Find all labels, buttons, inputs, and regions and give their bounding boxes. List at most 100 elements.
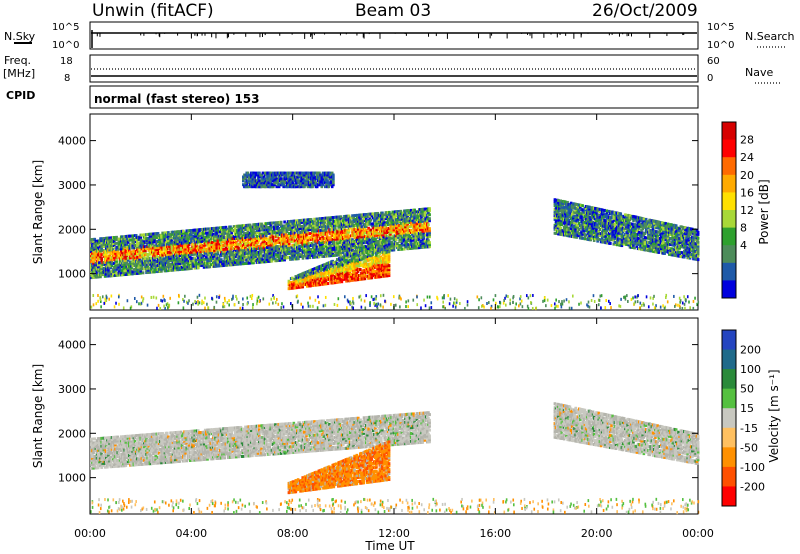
heatmap-cell (172, 260, 176, 264)
heatmap-cell (139, 241, 143, 245)
heatmap-cell (153, 258, 156, 262)
heatmap-cell (107, 272, 110, 276)
heatmap-cell (148, 240, 152, 244)
heatmap-cell (138, 265, 141, 269)
heatmap-cell (167, 265, 170, 269)
heatmap-cell (331, 216, 335, 220)
heatmap-cell (115, 259, 118, 263)
heatmap-cell (160, 257, 163, 261)
heatmap-cell (104, 268, 108, 272)
heatmap-cell (171, 242, 175, 246)
heatmap-cell (174, 244, 177, 248)
heatmap-cell (165, 243, 169, 247)
heatmap-cell (144, 259, 147, 263)
heatmap-cell (115, 235, 118, 239)
heatmap-cell (182, 261, 185, 265)
heatmap-cell (139, 263, 143, 267)
heatmap-cell (114, 241, 117, 245)
heatmap-cell (122, 245, 125, 249)
heatmap-cell (286, 256, 290, 260)
heatmap-cell (144, 251, 147, 255)
heatmap-cell (131, 236, 135, 240)
heatmap-cell (142, 237, 146, 241)
heatmap-cell (123, 261, 126, 265)
heatmap-cell (163, 239, 167, 243)
heatmap-cell (123, 265, 126, 269)
nsky-label: N.Sky (4, 30, 36, 43)
heatmap-cell (100, 253, 103, 257)
heatmap-cell (103, 270, 107, 274)
heatmap-cell (178, 254, 182, 258)
heatmap-cell (110, 264, 114, 268)
heatmap-cell (149, 246, 153, 250)
heatmap-cell (335, 258, 339, 262)
heatmap-cell (133, 262, 137, 266)
heatmap-cell (139, 239, 143, 243)
heatmap-cell (279, 220, 283, 224)
heatmap-cell (122, 271, 125, 275)
heatmap-cell (174, 230, 177, 234)
heatmap-cell (140, 255, 144, 259)
heatmap-cell (100, 267, 103, 271)
heatmap-cell (190, 246, 193, 250)
heatmap-cell (132, 248, 136, 252)
heatmap-cell (191, 260, 194, 264)
heatmap-cell (127, 266, 131, 270)
heatmap-cell (161, 253, 164, 257)
heatmap-cell (167, 269, 170, 273)
heatmap-cell (168, 232, 171, 236)
heatmap-cell (147, 238, 151, 242)
heatmap-cell (140, 265, 144, 269)
heatmap-cell (100, 257, 103, 261)
heatmap-cell (160, 269, 163, 273)
heatmap-cell (179, 259, 183, 263)
heatmap-cell (117, 251, 121, 255)
heatmap-cell (190, 240, 193, 244)
heatmap-cell (110, 260, 114, 264)
heatmap-cell (142, 255, 146, 259)
heatmap-cell (104, 272, 108, 276)
heatmap-cell (99, 275, 102, 279)
heatmap-cell (150, 242, 154, 246)
heatmap-cell (92, 259, 95, 263)
heatmap-cell (177, 244, 181, 248)
heatmap-cell (160, 237, 163, 241)
heatmap-cell (142, 239, 146, 243)
heatmap-cell (156, 252, 160, 256)
heatmap-cell (163, 231, 167, 235)
heatmap-cell (93, 253, 97, 257)
heatmap-cell (155, 236, 159, 240)
heatmap-cell (160, 249, 163, 253)
heatmap-cell (190, 256, 193, 260)
heatmap-cell (104, 254, 108, 258)
heatmap-cell (126, 240, 130, 244)
heatmap-cell (153, 270, 156, 274)
heatmap-cell (408, 234, 412, 238)
heatmap-cell (149, 268, 153, 272)
heatmap-cell (160, 233, 163, 237)
heatmap-cell (106, 264, 109, 268)
heatmap-cell (122, 249, 125, 253)
heatmap-cell (179, 239, 183, 243)
heatmap-cell (178, 263, 182, 267)
heatmap-cell (164, 267, 168, 271)
heatmap-cell (99, 263, 102, 267)
heatmap-cell (171, 230, 175, 234)
heatmap-cell (116, 249, 120, 253)
heatmap-cell (103, 248, 107, 252)
heatmap-cell (99, 251, 102, 255)
heatmap-cell (145, 241, 148, 245)
heatmap-cell (144, 257, 147, 261)
heatmap-cell (323, 263, 326, 267)
heatmap-cell (147, 236, 151, 240)
heatmap-cell (127, 264, 131, 268)
heatmap-cell (117, 243, 121, 247)
heatmap-cell (146, 246, 149, 250)
heatmap-cell (103, 274, 107, 278)
heatmap-cell (177, 234, 181, 238)
power-plot (90, 171, 700, 311)
heatmap-cell (161, 231, 164, 235)
heatmap-cell (170, 252, 174, 256)
heatmap-cell (110, 262, 114, 266)
heatmap-cell (183, 263, 186, 267)
